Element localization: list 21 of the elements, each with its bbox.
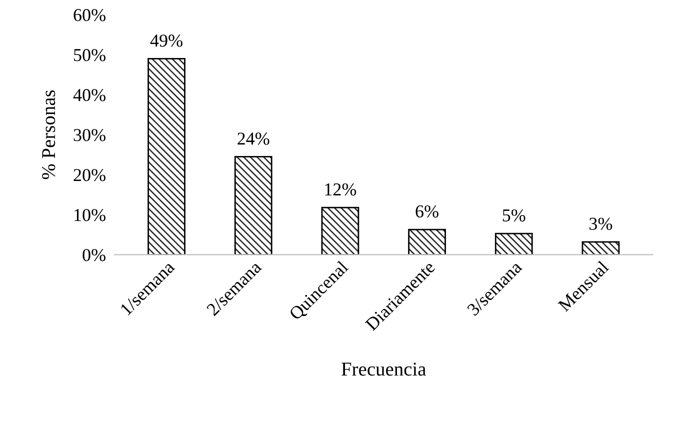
data-label: 12% (325, 183, 356, 196)
bar (148, 58, 186, 255)
y-tick-label: 10% (74, 208, 106, 222)
bar (234, 156, 272, 255)
y-tick-label: 40% (73, 88, 106, 102)
data-label: 49% (150, 34, 182, 47)
x-axis-title: Frecuencia (342, 362, 426, 376)
bar (494, 232, 533, 255)
y-tick-label: 0% (82, 248, 106, 262)
data-label: 24% (238, 132, 270, 145)
y-tick-label: 30% (74, 128, 106, 142)
y-tick-label: 60% (74, 8, 106, 22)
data-label: 5% (502, 209, 526, 222)
bar (582, 241, 620, 255)
data-label: 6% (416, 205, 438, 218)
y-tick-label: 50% (74, 48, 106, 62)
y-tick-label: 20% (74, 168, 106, 182)
bar (321, 206, 360, 255)
data-label: 3% (590, 218, 612, 230)
y-axis-title: % Personas (42, 90, 56, 180)
bar (408, 228, 446, 255)
